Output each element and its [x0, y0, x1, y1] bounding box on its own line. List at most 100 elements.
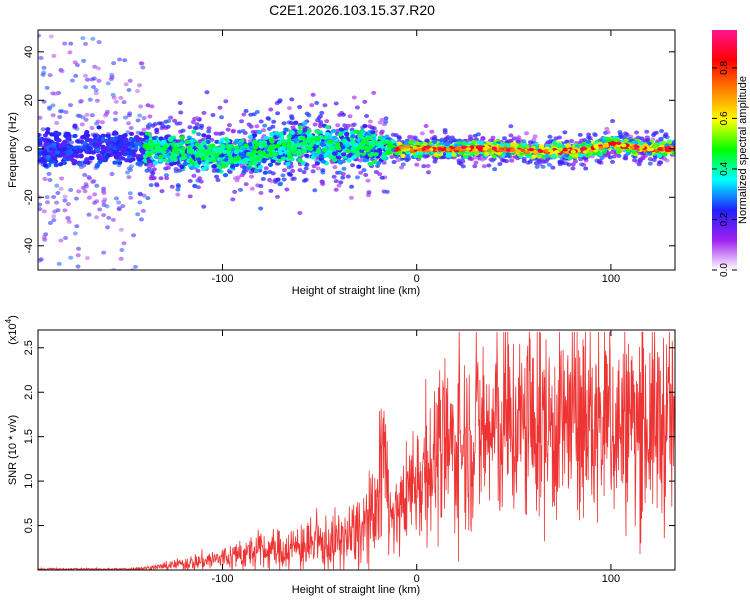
- spectral-point: [421, 164, 427, 169]
- spectral-point: [219, 115, 225, 120]
- spectral-point: [357, 158, 363, 163]
- spectral-point: [241, 153, 247, 158]
- spectral-point: [258, 190, 264, 195]
- spectral-point: [296, 148, 302, 154]
- spectral-point: [146, 152, 152, 157]
- spectral-point: [347, 114, 353, 119]
- spectral-point: [214, 139, 220, 144]
- spectral-point: [182, 162, 188, 167]
- spectral-point: [141, 116, 147, 121]
- spectral-point: [345, 123, 351, 128]
- spectral-point: [101, 186, 107, 191]
- spectral-point: [51, 194, 57, 199]
- spectral-point: [151, 176, 157, 181]
- spectral-point: [536, 154, 542, 159]
- spectral-point: [38, 137, 44, 142]
- spectral-point: [123, 115, 129, 120]
- spectral-point: [101, 213, 107, 218]
- spectral-point: [482, 146, 488, 151]
- spectral-point: [546, 162, 552, 167]
- spectral-point: [331, 151, 338, 156]
- spectral-point: [484, 151, 490, 156]
- x-tick-label: 0: [414, 273, 420, 285]
- spectral-point: [371, 90, 377, 95]
- spectral-point: [38, 158, 42, 163]
- spectral-point: [342, 123, 348, 128]
- spectral-point: [363, 172, 369, 177]
- spectral-point: [586, 139, 592, 144]
- spectral-point: [223, 99, 229, 104]
- spectral-point: [51, 218, 57, 223]
- spectral-point: [111, 61, 117, 66]
- spectral-point: [154, 183, 160, 188]
- spectral-point: [58, 186, 64, 191]
- spectral-point: [431, 136, 437, 141]
- spectral-point: [120, 204, 126, 209]
- spectral-point: [228, 156, 234, 161]
- spectral-point: [53, 130, 59, 135]
- spectral-point: [577, 132, 583, 137]
- y-tick-label: 2.0: [23, 385, 35, 400]
- spectral-point: [84, 112, 90, 117]
- spectral-point: [268, 145, 274, 150]
- spectral-point: [44, 85, 50, 90]
- spectral-point: [199, 123, 205, 128]
- spectral-point: [145, 196, 151, 201]
- spectral-point: [317, 124, 323, 129]
- spectral-point: [520, 148, 526, 153]
- spectral-point: [377, 120, 383, 125]
- spectral-point: [372, 159, 378, 165]
- spectral-point: [354, 175, 360, 180]
- spectral-point: [227, 170, 233, 175]
- spectral-point: [159, 189, 165, 194]
- spectral-point: [480, 135, 486, 140]
- spectral-point: [396, 135, 402, 140]
- spectral-point: [505, 148, 512, 152]
- spectral-point: [97, 140, 103, 146]
- spectral-point: [581, 162, 587, 167]
- spectral-point: [437, 147, 443, 151]
- spectral-point: [400, 153, 406, 158]
- spectral-point: [83, 117, 89, 122]
- y-tick-label: -20: [23, 189, 35, 205]
- spectral-point: [94, 25, 99, 29]
- spectral-point: [350, 134, 356, 139]
- spectral-point: [74, 224, 80, 229]
- spectral-point: [175, 192, 181, 197]
- spectral-point: [77, 114, 83, 119]
- spectral-point: [112, 130, 118, 135]
- spectral-point: [167, 137, 174, 143]
- spectral-point: [383, 119, 389, 124]
- spectral-point: [128, 195, 134, 200]
- spectral-point: [340, 175, 346, 180]
- spectral-point: [446, 153, 453, 158]
- spectral-point: [253, 168, 260, 173]
- spectral-point: [553, 150, 559, 154]
- spectral-point: [254, 124, 260, 129]
- spectral-point: [58, 238, 64, 243]
- spectral-point: [425, 145, 431, 149]
- spectral-point: [180, 128, 186, 133]
- spectral-point: [293, 120, 299, 125]
- spectral-point: [128, 164, 134, 169]
- spectral-point: [91, 76, 97, 81]
- spectral-point: [59, 176, 65, 181]
- spectral-point: [623, 138, 629, 143]
- spectral-point: [408, 139, 414, 145]
- spectral-point: [281, 121, 287, 126]
- spectral-point: [330, 145, 336, 151]
- y-tick-label: 0.5: [23, 518, 35, 533]
- spectral-point: [123, 82, 129, 87]
- spectral-point: [286, 106, 292, 111]
- spectral-point: [337, 159, 343, 164]
- spectral-point: [320, 168, 326, 173]
- spectral-point: [391, 160, 397, 165]
- spectral-point: [341, 152, 347, 157]
- spectral-point: [109, 172, 115, 177]
- spectral-point: [501, 136, 507, 141]
- spectral-point: [521, 139, 527, 144]
- spectral-point: [90, 150, 96, 155]
- spectral-point: [105, 225, 111, 230]
- spectral-point: [362, 99, 368, 104]
- spectral-point: [333, 187, 339, 192]
